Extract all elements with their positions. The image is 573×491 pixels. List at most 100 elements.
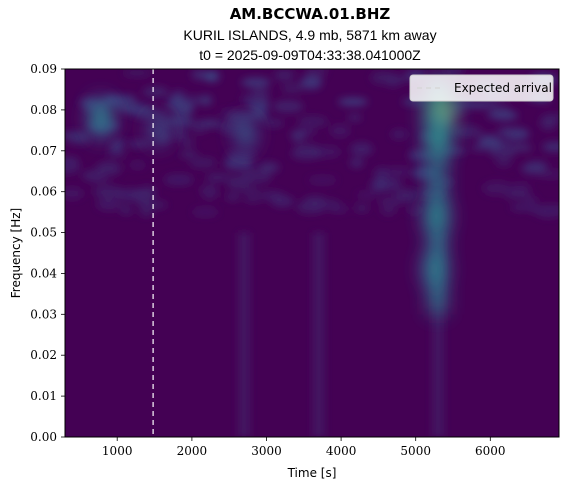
heatmap-noise-cell (243, 186, 261, 195)
heatmap-noise-cell (197, 119, 220, 128)
heatmap-noise-cell (65, 160, 81, 174)
heatmap-noise-cell (347, 114, 362, 121)
heatmap-noise-cell (163, 174, 194, 186)
x-tick-label: 3000 (251, 444, 282, 458)
heatmap-noise-cell (198, 95, 213, 106)
heatmap-noise-cell (128, 161, 147, 169)
heatmap-noise-cell (524, 195, 538, 203)
energy-blob-core (240, 125, 252, 144)
heatmap-noise-cell (350, 142, 373, 156)
heatmap-noise-cell (191, 69, 208, 80)
heatmap-noise-cell (486, 110, 517, 120)
heatmap-noise-cell (218, 109, 249, 116)
heatmap-noise-cell (504, 192, 531, 199)
energy-streak (428, 77, 447, 315)
heatmap-noise-cell (281, 83, 304, 93)
heatmap-noise-cell (349, 157, 364, 168)
heatmap-noise-cell (240, 93, 269, 105)
heatmap-noise-cell (290, 129, 305, 142)
heatmap-noise-cell (189, 157, 217, 168)
heatmap-noise-column (238, 232, 251, 437)
heatmap-noise-cell (192, 207, 219, 217)
heatmap-noise-cell (291, 147, 322, 160)
heatmap-noise-cell (390, 129, 408, 139)
heatmap-noise-cell (496, 128, 524, 138)
x-axis-ticks: 1000 2000 3000 4000 5000 6000 (102, 437, 506, 458)
y-tick-label: 0.06 (30, 185, 57, 199)
heatmap-noise-cell (95, 161, 122, 176)
heatmap-noise-cell (67, 137, 91, 145)
energy-blob-core (153, 121, 164, 139)
legend: Expected arrival (409, 74, 554, 102)
y-tick-label: 0.04 (30, 266, 57, 280)
heatmap-noise-cell (530, 207, 554, 215)
heatmap-noise-cell (185, 119, 199, 128)
heatmap-noise-cell (241, 169, 272, 184)
heatmap-noise-cell (378, 195, 403, 208)
heatmap-noise-cell (173, 102, 194, 116)
heatmap-noise-cell (139, 207, 154, 217)
heatmap-noise-cell (244, 196, 262, 203)
heatmap-noise-cell (537, 170, 559, 179)
heatmap-noise-cell (226, 177, 250, 191)
heatmap-noise-cell (407, 205, 422, 215)
heatmap-noise-cell (96, 199, 115, 206)
chart-title: AM.BCCWA.01.BHZ (230, 5, 391, 23)
heatmap-noise-cell (205, 173, 230, 182)
heatmap-noise-cell (65, 187, 84, 200)
x-tick-label: 6000 (475, 444, 506, 458)
heatmap-noise-cell (120, 205, 133, 215)
heatmap-noise-cell (495, 159, 513, 166)
heatmap-noise-cell (258, 162, 280, 173)
heatmap-noise-cell (241, 77, 271, 88)
heatmap-noise-cell (200, 184, 219, 196)
y-axis-ticks: 0.00 0.01 0.02 0.03 0.04 0.05 0.06 0.07 0.08 0.09 (30, 62, 65, 444)
chart-subtitle-t0: t0 = 2025-09-09T04:33:38.041000Z (199, 47, 421, 63)
y-tick-label: 0.07 (30, 144, 57, 158)
heatmap-noise-cell (482, 181, 512, 196)
heatmap-noise-cell (263, 119, 284, 127)
chart-subtitle-event: KURIL ISLANDS, 4.9 mb, 5871 km away (183, 27, 436, 43)
legend-box (409, 74, 554, 102)
y-tick-label: 0.05 (30, 226, 57, 240)
heatmap-noise-cell (296, 202, 323, 214)
heatmap-noise-cell (370, 71, 396, 84)
heatmap-noise-cell (307, 176, 338, 185)
heatmap-noise-cell (224, 157, 253, 168)
y-axis-label: Frequency [Hz] (9, 208, 23, 299)
x-tick-label: 2000 (177, 444, 208, 458)
heatmap-noise-cell (172, 127, 188, 140)
heatmap-noise-cell (131, 190, 157, 196)
heatmap-noise-cell (259, 191, 285, 201)
y-tick-label: 0.09 (30, 62, 57, 76)
heatmap-noise-cell (127, 140, 150, 148)
heatmap-noise-cell (89, 177, 112, 184)
y-tick-label: 0.03 (30, 307, 57, 321)
heatmap-noise-cell (354, 204, 370, 213)
heatmap-noise-cell (330, 124, 350, 138)
legend-label-expected-arrival: Expected arrival (454, 81, 552, 95)
heatmap-noise-cell (225, 193, 241, 201)
heatmap-noise (65, 69, 559, 437)
x-tick-label: 4000 (326, 444, 357, 458)
heatmap-noise-cell (542, 141, 559, 152)
heatmap-noise-cell (179, 151, 199, 158)
heatmap-noise-cell (380, 206, 397, 216)
heatmap-noise-cell (65, 131, 90, 139)
y-tick-label: 0.08 (30, 103, 57, 117)
y-tick-label: 0.00 (30, 430, 57, 444)
heatmap-noise-cell (443, 69, 465, 75)
x-tick-label: 1000 (102, 444, 133, 458)
heatmap-noise-cell (127, 100, 141, 109)
heatmap-noise-cell (338, 97, 368, 106)
heatmap-noise-cell (324, 199, 340, 210)
heatmap-noise-cell (272, 100, 304, 113)
plot-area (65, 69, 559, 437)
heatmap-noise-cell (180, 137, 195, 149)
x-axis-label: Time [s] (287, 466, 337, 480)
heatmap-energy (87, 77, 456, 315)
y-tick-label: 0.01 (30, 389, 57, 403)
heatmap-noise-cell (297, 116, 328, 127)
heatmap-noise-cell (539, 116, 557, 130)
